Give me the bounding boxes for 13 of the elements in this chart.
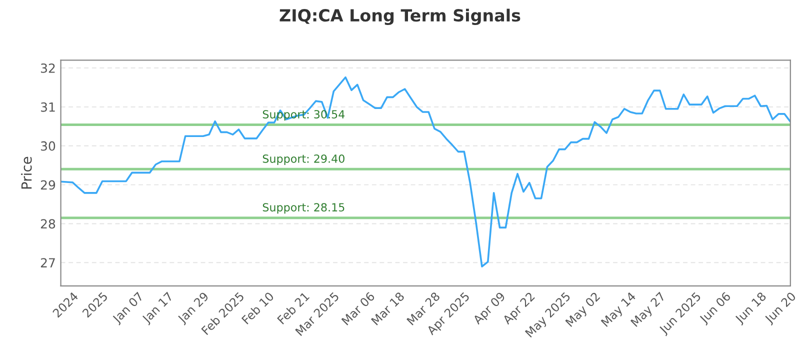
y-tick-label: 27 <box>40 258 55 268</box>
ref-line-label: Support: 28.15 <box>262 203 344 214</box>
y-tick-label: 32 <box>40 63 55 73</box>
chart-title: ZIQ:CA Long Term Signals <box>280 8 520 26</box>
y-axis-title: Price <box>21 156 32 189</box>
x-tick-label: Jan 17 <box>141 292 175 326</box>
y-tick-label: 31 <box>40 102 55 112</box>
ref-line-label: Support: 29.40 <box>262 154 344 166</box>
y-tick-label: 29 <box>40 180 56 190</box>
y-tick-label: 30 <box>40 141 56 151</box>
x-tick-label: Jun 06 <box>698 291 733 326</box>
line-series <box>60 76 790 268</box>
y-tick-label: 28 <box>40 219 56 229</box>
